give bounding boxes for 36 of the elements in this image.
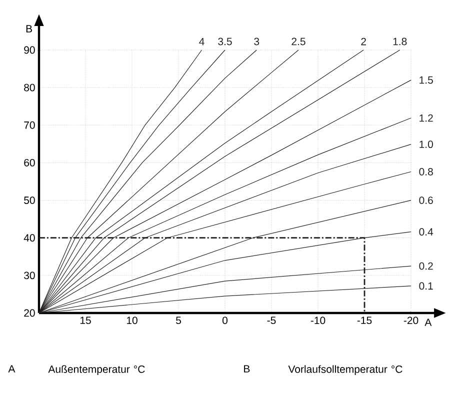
series-label: 0.4	[419, 228, 434, 236]
x-axis-title: A	[424, 318, 432, 326]
series-label: 1.2	[420, 114, 433, 122]
series-label: 1.8	[393, 38, 407, 46]
x-tick-label: -20	[404, 316, 418, 324]
x-tick-label: -10	[310, 316, 326, 324]
series-label: 3.5	[218, 38, 232, 46]
x-tick-label: -5	[267, 316, 276, 324]
y-tick-label: 70	[24, 121, 35, 129]
x-tick-label: -15	[357, 316, 372, 324]
y-tick-label: 80	[24, 84, 35, 92]
series-label: 0.6	[419, 196, 433, 204]
text: Außentemperatur °C	[48, 365, 145, 375]
series-label: 1.0	[420, 140, 433, 148]
series-label: 2.5	[292, 38, 306, 46]
series-label: 0.2	[419, 262, 433, 270]
series-label: 1.5	[420, 76, 433, 84]
x-tick-label: 15	[80, 316, 91, 324]
y-tick-label: 40	[24, 234, 35, 242]
y-tick-label: 60	[24, 159, 35, 166]
x-tick-label: 5	[176, 316, 181, 324]
y-tick-label: 30	[24, 272, 35, 280]
text: A	[8, 365, 16, 372]
y-axis-title: B	[26, 25, 32, 32]
y-tick-label: 50	[24, 196, 35, 204]
series-label: 3	[254, 38, 260, 46]
x-tick-label: 0	[222, 316, 228, 324]
series-label: 4	[199, 38, 204, 46]
x-tick-label: 10	[126, 316, 138, 324]
series-label: 0.8	[419, 168, 433, 176]
y-tick-label: 90	[24, 46, 35, 54]
series-label: 2	[361, 38, 366, 46]
y-tick-label: 20	[24, 309, 35, 317]
series-label: 0.1	[419, 282, 433, 290]
text: Vorlaufsolltemperatur °C	[288, 365, 402, 375]
text: B	[244, 365, 250, 372]
